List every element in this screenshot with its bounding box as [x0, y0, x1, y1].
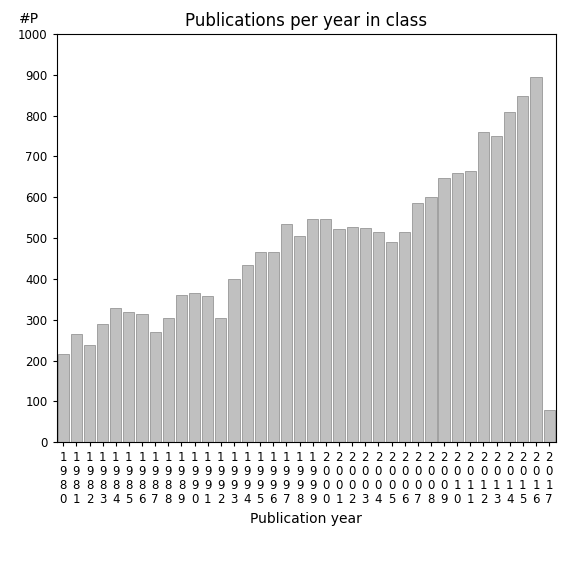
Bar [202, 296, 213, 442]
Bar [412, 204, 424, 442]
Bar [137, 314, 147, 442]
Bar [465, 171, 476, 442]
Bar [320, 218, 332, 442]
Title: Publications per year in class: Publications per year in class [185, 12, 428, 29]
Bar [517, 96, 528, 442]
Y-axis label: #P: #P [19, 12, 39, 26]
Bar [229, 279, 239, 442]
Bar [215, 318, 226, 442]
Bar [333, 229, 345, 442]
X-axis label: Publication year: Publication year [250, 512, 362, 526]
Bar [71, 334, 82, 442]
Bar [307, 218, 318, 442]
Bar [425, 197, 437, 442]
Bar [150, 332, 161, 442]
Bar [97, 324, 108, 442]
Bar [504, 112, 515, 442]
Bar [110, 308, 121, 442]
Bar [189, 293, 200, 442]
Bar [530, 77, 541, 442]
Bar [268, 252, 279, 442]
Bar [478, 132, 489, 442]
Bar [176, 295, 187, 442]
Bar [255, 252, 266, 442]
Bar [242, 265, 253, 442]
Bar [386, 242, 397, 442]
Bar [84, 345, 95, 442]
Bar [438, 177, 450, 442]
Bar [294, 236, 305, 442]
Bar [346, 227, 358, 442]
Bar [544, 409, 555, 442]
Bar [451, 173, 463, 442]
Bar [281, 224, 292, 442]
Bar [491, 136, 502, 442]
Bar [163, 318, 174, 442]
Bar [373, 232, 384, 442]
Bar [399, 232, 411, 442]
Bar [58, 354, 69, 442]
Bar [359, 228, 371, 442]
Bar [124, 312, 134, 442]
